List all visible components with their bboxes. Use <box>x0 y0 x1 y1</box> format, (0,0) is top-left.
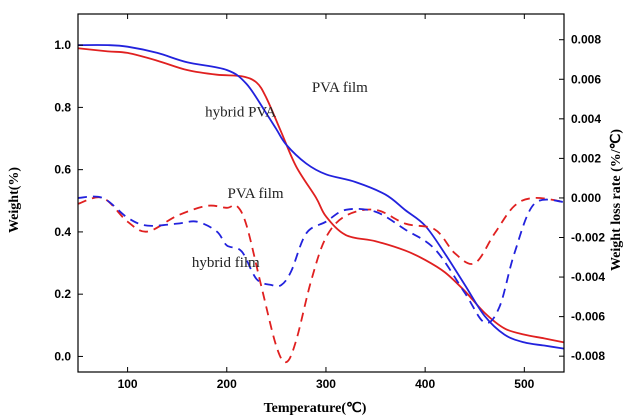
y-tick-label-2: 0.4 <box>54 225 71 239</box>
x-tick-label-200: 200 <box>217 377 237 391</box>
series-line-1 <box>77 47 565 344</box>
y2-tick-label-1: -0.006 <box>571 310 605 324</box>
y-tick-label-1: 0.2 <box>54 287 71 301</box>
y-tick-label-0: 0.0 <box>54 349 71 363</box>
series-layer <box>77 44 565 364</box>
y2-tick-label-8: 0.008 <box>571 33 601 47</box>
curve-annotation-4: hybrid film <box>192 255 260 271</box>
text-layer: Temperature(℃) Weight(%) Weight loss rat… <box>7 129 624 416</box>
x-tick-label-100: 100 <box>118 377 138 391</box>
x-tick-label-400: 400 <box>415 377 435 391</box>
x-tick-label-500: 500 <box>514 377 534 391</box>
series-line-3 <box>77 196 565 364</box>
axes-layer: 100 200 300 400 500 0.0 0.2 0.4 0.6 0.8 1.0 -0.008 -… <box>54 13 605 391</box>
y2-tick-label-3: -0.002 <box>571 231 605 245</box>
curve-annotation-1: PVA film <box>312 80 368 96</box>
x-tick-label-300: 300 <box>316 377 336 391</box>
y2-axis-title: Weight loss rate (%/℃) <box>609 129 624 271</box>
y2-tick-label-4: 0.000 <box>571 191 601 205</box>
y-tick-label-5: 1.0 <box>54 38 71 52</box>
plot-frame <box>77 13 565 373</box>
curve-annotation-3: PVA film <box>228 186 284 202</box>
y2-tick-label-6: 0.004 <box>571 112 601 126</box>
y-tick-label-3: 0.6 <box>54 163 71 177</box>
curve-annotation-2: hybrid PVA <box>205 105 276 121</box>
y-axis-title: Weight(%) <box>7 167 22 233</box>
y2-tick-label-0: -0.008 <box>571 349 605 363</box>
series-line-4 <box>77 195 565 324</box>
y-tick-label-4: 0.8 <box>54 100 71 114</box>
y2-tick-label-5: 0.002 <box>571 151 601 165</box>
y2-tick-label-7: 0.006 <box>571 72 601 86</box>
y2-tick-label-2: -0.004 <box>571 270 605 284</box>
x-axis-title: Temperature(℃) <box>264 401 367 416</box>
